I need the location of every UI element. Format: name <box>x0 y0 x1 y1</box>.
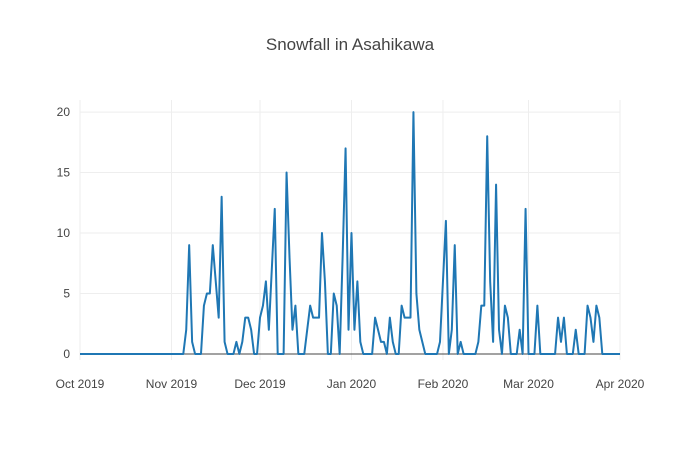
x-tick-label: Jan 2020 <box>327 377 377 391</box>
y-tick-label: 15 <box>57 166 71 180</box>
x-tick-label: Feb 2020 <box>418 377 469 391</box>
x-axis-ticks: Oct 2019 Nov 2019 Dec 2019 Jan 2020 Feb 2020… <box>56 377 645 391</box>
y-tick-label: 0 <box>63 347 70 361</box>
x-tick-label: Mar 2020 <box>503 377 554 391</box>
x-tick-label: Nov 2019 <box>146 377 198 391</box>
y-axis-ticks: 0 5 10 15 20 <box>57 105 71 361</box>
x-tick-label: Apr 2020 <box>596 377 645 391</box>
x-tick-label: Oct 2019 <box>56 377 105 391</box>
snowfall-series-line <box>80 111 620 355</box>
y-tick-label: 5 <box>63 286 70 300</box>
chart-title: Snowfall in Asahikawa <box>266 35 435 54</box>
y-tick-label: 10 <box>57 226 71 240</box>
x-tick-label: Dec 2019 <box>234 377 286 391</box>
y-tick-label: 20 <box>57 105 71 119</box>
series-layer <box>80 111 620 355</box>
